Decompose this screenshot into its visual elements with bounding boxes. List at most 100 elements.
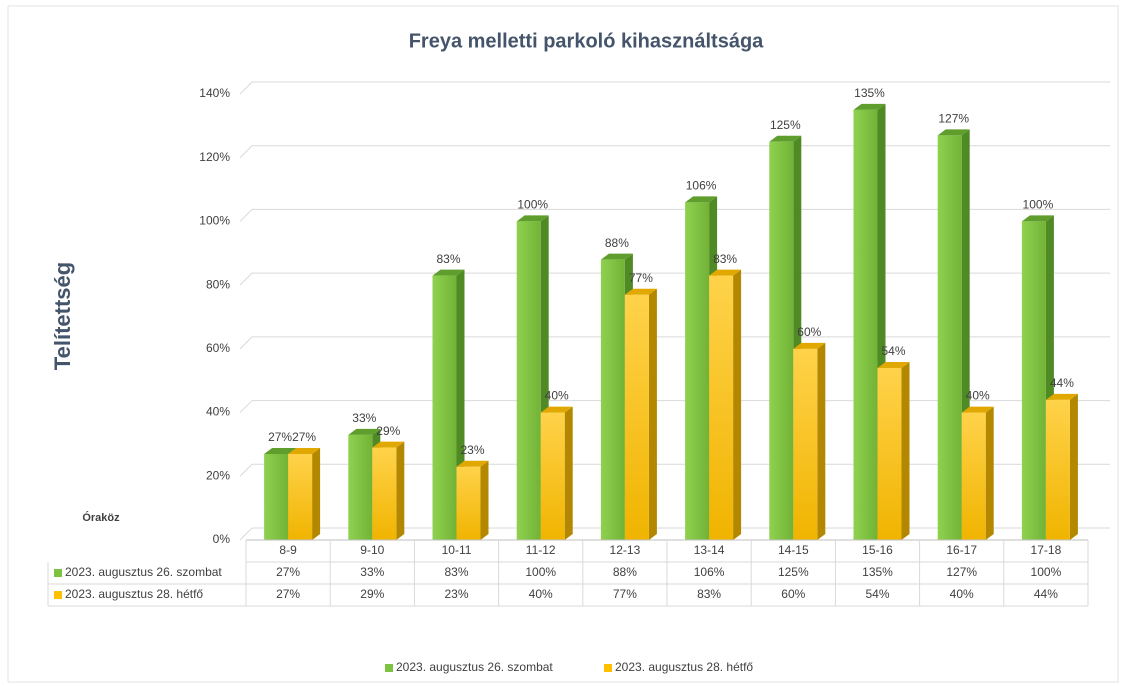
y-tick-label: 0% [213,532,231,546]
table-cell: 40% [950,587,974,601]
table-series-name: 2023. augusztus 26. szombat [65,565,222,579]
table-cell: 127% [946,565,977,579]
table-cell: 100% [1031,565,1062,579]
data-label: 100% [517,198,548,212]
bar-front [372,447,397,540]
bar [456,460,489,540]
table-cell: 135% [862,565,893,579]
data-label: 27% [292,430,316,444]
data-label: 125% [770,118,801,132]
bar [624,288,657,540]
y-tick-label: 100% [199,214,230,228]
y-tick-label: 40% [206,405,230,419]
bar-top [540,406,573,413]
bar-side [480,460,489,540]
legend-key [604,664,612,672]
bar-front [961,412,986,540]
data-label: 23% [460,443,484,457]
bar [877,361,910,540]
frame [7,5,1119,683]
bar-front [937,135,962,540]
bar-top [877,361,910,368]
bar-front [769,141,794,541]
table-legend-key [54,569,62,577]
grid-line [239,336,1110,350]
data-label: 106% [686,178,717,192]
x-tick-label: 10-11 [442,543,472,557]
bar [372,441,405,540]
table-cell: 88% [613,565,637,579]
bar [288,447,321,540]
table-cell: 23% [444,587,468,601]
bar-front [685,202,710,541]
x-tick-label: 8-9 [279,543,297,557]
x-tick-label: 15-16 [862,543,893,557]
bar-side [901,361,910,540]
data-label: 27% [268,430,292,444]
bar-side [312,447,321,540]
bar-top [685,196,718,203]
table-legend-key [54,591,62,599]
data-label: 127% [938,112,969,126]
x-axis-label: Óraköz [82,511,120,524]
bar-front [516,221,541,540]
y-axis-label: Telítettség [50,262,75,370]
bar-top [288,447,321,454]
bar-front [540,412,565,540]
bar-top [264,447,297,454]
bar-side [564,406,573,540]
bar-front [877,367,902,540]
table-cell: 29% [360,587,384,601]
data-label: 40% [545,389,569,403]
y-tick-label: 120% [199,150,230,164]
legend-label: 2023. augusztus 26. szombat [396,660,553,674]
data-label: 135% [854,86,885,100]
table-cell: 60% [781,587,805,601]
bar-top [516,215,549,222]
data-label: 100% [1023,198,1054,212]
bar-side [1069,393,1078,540]
table-cell: 100% [525,565,556,579]
y-tick-label: 140% [199,86,230,100]
table-cell: 33% [360,565,384,579]
bar-top [1021,215,1054,222]
bars: 27% 27% 33%29% 83% 23% 100% 40% 88% 77% 106% 83% 12… [264,86,1078,541]
bar-top [1045,393,1078,400]
data-table: 8-9 27% 27% 9-10 33% 29% 10-11 83% 23% 11-12 100% 4… [47,539,1089,607]
bar-top [348,428,381,435]
grid-line [239,272,1110,286]
bar-top [961,406,994,413]
x-tick-label: 13-14 [694,543,725,557]
legend-label: 2023. augusztus 28. hétfő [615,660,753,674]
data-label: 60% [797,325,821,339]
bar [961,406,994,540]
bar-top [600,253,633,260]
bar-top [624,288,657,295]
bar [709,269,742,540]
bar-side [396,441,405,540]
data-label: 83% [436,252,460,266]
x-tick-label: 11-12 [526,543,556,557]
data-label: 77% [629,271,653,285]
bar [853,103,886,540]
bar [540,406,573,540]
bar-front [600,259,625,540]
bar-top [769,135,802,142]
table-series-name: 2023. augusztus 28. hétfő [65,587,203,601]
bar-front [432,275,457,540]
bar-top [853,103,886,110]
bar-side [817,342,826,540]
bar [1045,393,1078,540]
y-tick-label: 20% [206,468,230,482]
grid: 0% 20% 40% 60% 80% 100% 120% 140% [199,81,1110,546]
legend: 2023. augusztus 26. szombat 2023. auguszt… [385,660,753,674]
bar-front [348,434,373,540]
data-label: 40% [966,389,990,403]
table-cell: 40% [529,587,553,601]
bar [937,129,970,540]
chart-title: Freya melletti parkoló kihasználtsága [409,30,764,52]
table-cell: 54% [865,587,889,601]
bar [793,342,826,540]
bar-front [793,348,818,540]
